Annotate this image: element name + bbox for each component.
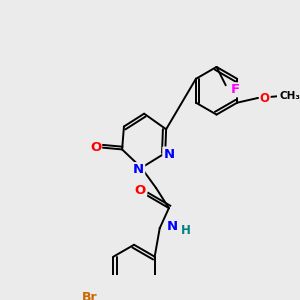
Text: Br: Br bbox=[82, 290, 98, 300]
Text: O: O bbox=[135, 184, 146, 197]
Text: O: O bbox=[260, 92, 270, 105]
Text: N: N bbox=[133, 163, 144, 176]
Text: F: F bbox=[230, 83, 239, 96]
Text: CH₃: CH₃ bbox=[280, 91, 300, 101]
Text: H: H bbox=[180, 224, 190, 237]
Text: N: N bbox=[163, 148, 174, 160]
Text: O: O bbox=[90, 141, 101, 154]
Text: N: N bbox=[167, 220, 178, 233]
